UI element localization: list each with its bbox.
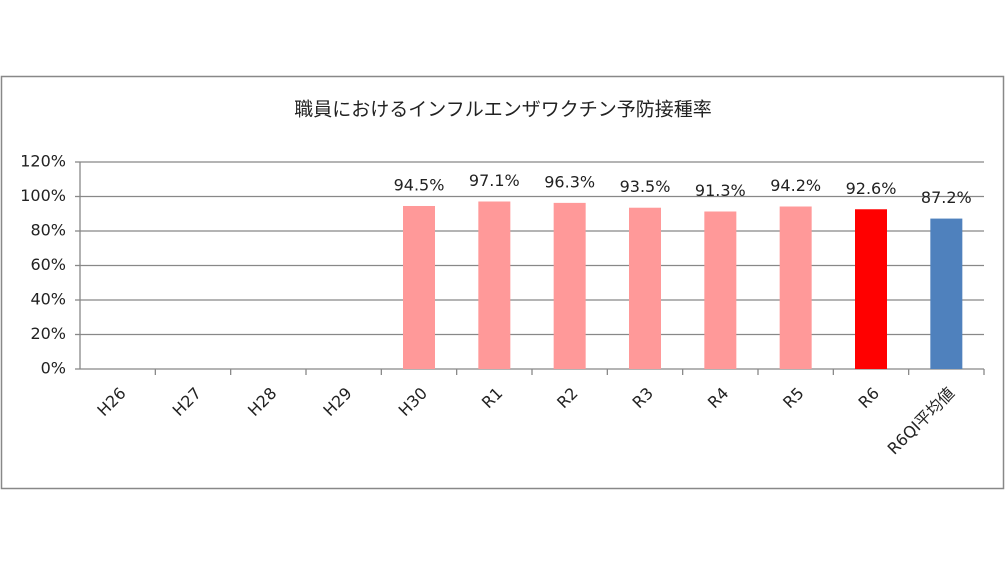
y-tick-label: 120% [20, 152, 66, 171]
y-tick-label: 100% [20, 186, 66, 205]
value-label: 92.6% [846, 179, 897, 198]
bar [930, 218, 963, 369]
y-tick-label: 0% [41, 359, 66, 378]
y-tick-label: 80% [30, 221, 66, 240]
bar [704, 211, 737, 369]
value-label: 96.3% [544, 172, 595, 191]
bar [629, 207, 661, 369]
bar [855, 209, 887, 369]
value-label: 94.5% [394, 175, 445, 194]
y-tick-label: 20% [30, 324, 66, 343]
value-label: 93.5% [620, 177, 671, 196]
y-tick-label: 60% [30, 255, 66, 274]
bar [478, 201, 511, 369]
value-label: 94.2% [770, 176, 821, 195]
chart-title: 職員におけるインフルエンザワクチン予防接種率 [294, 99, 711, 121]
bar [403, 205, 435, 369]
value-label: 91.3% [695, 181, 746, 200]
bar [779, 206, 812, 369]
value-label: 87.2% [921, 188, 972, 207]
value-label: 97.1% [469, 171, 520, 190]
y-tick-label: 40% [30, 290, 66, 309]
bar [553, 202, 586, 369]
